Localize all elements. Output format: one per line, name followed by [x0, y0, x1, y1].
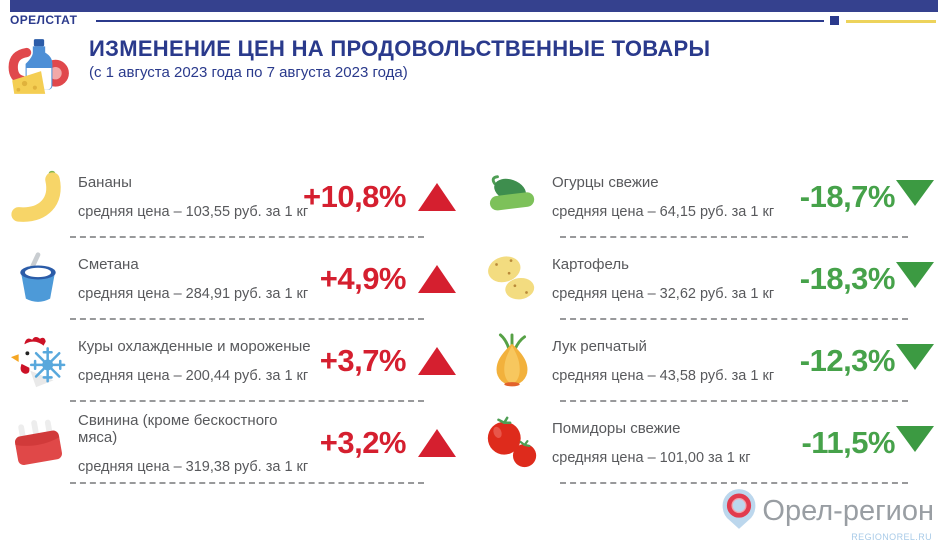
product-price: средняя цена – 64,15 руб. за 1 кг: [552, 204, 775, 220]
price-change: -18,3%: [800, 261, 934, 297]
price-change-value: +4,9%: [319, 261, 407, 296]
sour-cream-icon: [8, 249, 68, 309]
product-row: Лук репчатый средняя цена – 43,58 руб. з…: [482, 326, 934, 396]
dashed-separator: [70, 482, 424, 484]
product-name: Лук репчатый: [552, 338, 647, 355]
dashed-separator: [70, 318, 424, 320]
product-row: Огурцы свежие средняя цена – 64,15 руб. …: [482, 162, 934, 232]
dashed-separator: [560, 318, 908, 320]
header-divider-square: [830, 16, 839, 25]
frozen-chicken-icon: [8, 331, 68, 391]
cucumber-icon: [482, 167, 542, 227]
price-change: -11,5%: [801, 425, 934, 461]
price-change: +3,2%: [320, 425, 456, 461]
product-row: Сметана средняя цена – 284,91 руб. за 1 …: [8, 244, 460, 314]
product-name: Куры охлажденные и мороженые: [78, 338, 311, 355]
logo-text: Орел-регион: [762, 495, 934, 527]
potato-icon: [482, 249, 542, 309]
dashed-separator: [70, 400, 424, 402]
logo-subtext: REGIONOREL.RU: [851, 532, 932, 542]
product-name: Сметана: [78, 256, 139, 273]
triangle-up-icon: [418, 183, 456, 211]
top-navy-bar: [10, 0, 938, 12]
page-title: ИЗМЕНЕНИЕ ЦЕН НА ПРОДОВОЛЬСТВЕННЫЕ ТОВАР…: [89, 36, 711, 61]
price-change: +3,7%: [320, 343, 456, 379]
onion-icon: [482, 331, 542, 391]
product-row: Картофель средняя цена – 32,62 руб. за 1…: [482, 244, 934, 314]
product-price: средняя цена – 319,38 руб. за 1 кг: [78, 458, 309, 475]
triangle-down-icon: [896, 180, 934, 206]
product-row: Свинина (кроме бескостного мяса) средняя…: [8, 408, 460, 478]
product-price: средняя цена – 43,58 руб. за 1 кг: [552, 368, 775, 384]
price-change-value: -11,5%: [801, 425, 895, 460]
dashed-separator: [560, 482, 908, 484]
header-divider-line: [96, 20, 824, 22]
price-change: +10,8%: [303, 179, 456, 215]
product-name: Картофель: [552, 256, 629, 273]
price-change-value: +10,8%: [302, 179, 407, 214]
product-price: средняя цена – 103,55 руб. за 1 кг: [78, 204, 309, 220]
price-change-value: -12,3%: [799, 343, 896, 378]
product-row: Бананы средняя цена – 103,55 руб. за 1 к…: [8, 162, 460, 232]
price-change: -18,7%: [800, 179, 934, 215]
map-pin-icon: [720, 488, 758, 535]
banana-icon: [8, 167, 68, 227]
price-change: +4,9%: [320, 261, 456, 297]
price-change-value: -18,3%: [799, 261, 896, 296]
triangle-down-icon: [896, 344, 934, 370]
product-price: средняя цена – 284,91 руб. за 1 кг: [78, 286, 309, 302]
triangle-down-icon: [896, 426, 934, 452]
orel-region-logo: Орел-регион REGIONOREL.RU: [720, 488, 934, 542]
price-change-value: -18,7%: [799, 179, 896, 214]
product-name: Помидоры свежие: [552, 420, 681, 437]
product-name: Свинина (кроме бескостного мяса): [78, 411, 278, 446]
grocery-products-icon: [6, 34, 72, 100]
product-price: средняя цена – 101,00 за 1 кг: [552, 450, 751, 466]
product-name: Огурцы свежие: [552, 174, 659, 191]
product-price: средняя цена – 200,44 руб. за 1 кг: [78, 368, 309, 384]
triangle-up-icon: [418, 347, 456, 375]
price-change: -12,3%: [800, 343, 934, 379]
tomato-icon: [482, 413, 542, 473]
page-subtitle: (с 1 августа 2023 года по 7 августа 2023…: [89, 64, 408, 81]
dashed-separator: [560, 400, 908, 402]
column-decreases: Огурцы свежие средняя цена – 64,15 руб. …: [482, 162, 934, 490]
agency-name: ОРЕЛСТАТ: [10, 13, 78, 27]
pork-ribs-icon: [8, 413, 68, 473]
dashed-separator: [70, 236, 424, 238]
column-increases: Бананы средняя цена – 103,55 руб. за 1 к…: [8, 162, 460, 490]
product-row: Куры охлажденные и мороженые средняя цен…: [8, 326, 460, 396]
price-change-value: +3,2%: [319, 425, 407, 460]
header-divider-yellow: [846, 20, 936, 23]
dashed-separator: [560, 236, 908, 238]
triangle-down-icon: [896, 262, 934, 288]
triangle-up-icon: [418, 265, 456, 293]
product-name: Бананы: [78, 174, 132, 191]
product-row: Помидоры свежие средняя цена – 101,00 за…: [482, 408, 934, 478]
price-change-value: +3,7%: [319, 343, 407, 378]
triangle-up-icon: [418, 429, 456, 457]
product-price: средняя цена – 32,62 руб. за 1 кг: [552, 286, 775, 302]
